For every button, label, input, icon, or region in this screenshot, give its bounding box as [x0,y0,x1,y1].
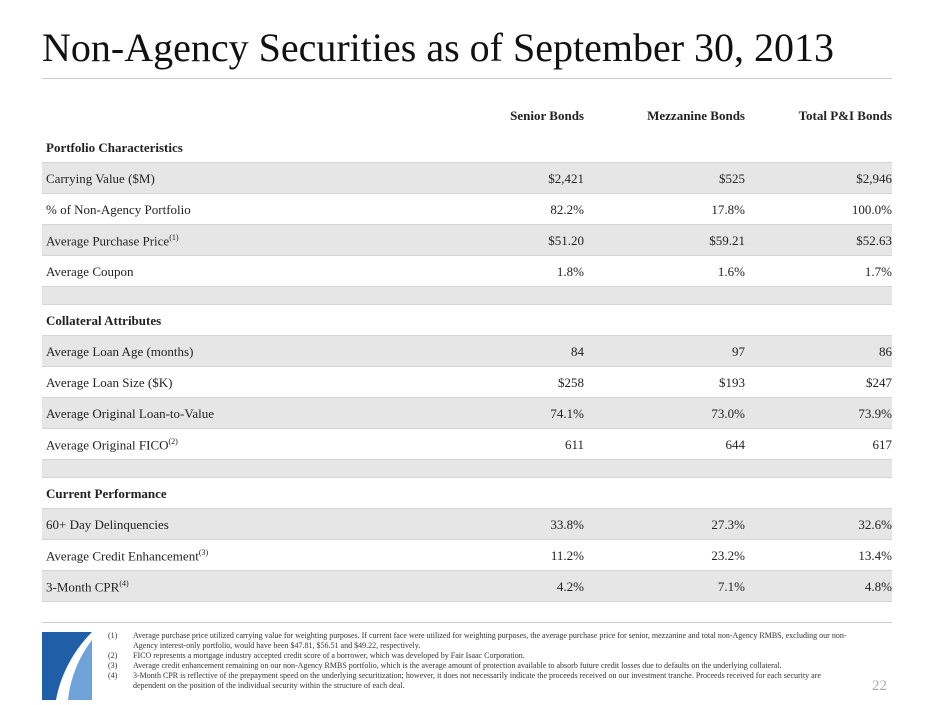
cell-value: 4.8% [864,579,892,594]
cell-value: 1.7% [864,264,892,279]
title-rule [42,78,892,79]
spacer-row [42,287,892,305]
cell-value: 100.0% [851,202,892,217]
cell-value: $193 [719,375,745,390]
row-label: % of Non-Agency Portfolio [46,202,191,218]
label-text: Average Coupon [46,264,134,279]
label-text: Average Credit Enhancement [46,548,199,564]
footnote-marker: (4) [108,671,118,680]
section-title: Collateral Attributes [46,313,162,328]
cell-value: $258 [558,375,584,390]
cell-value: $525 [719,171,745,186]
footnote-marker: (1) [108,631,118,640]
cell-value: $2,946 [856,171,892,186]
row-label: Average Original Loan-to-Value [46,406,214,422]
footnote-text: Average credit enhancement remaining on … [133,661,782,670]
cell-value: 7.1% [717,579,745,594]
page-number: 22 [872,678,887,694]
label-text: Average Original Loan-to-Value [46,406,214,421]
cell-value: 27.3% [711,517,745,532]
row-label: Average Loan Size ($K) [46,375,172,391]
data-row [42,571,892,602]
cell-value: 23.2% [711,548,745,563]
title: Non-Agency Securities as of September 30… [42,25,835,70]
cell-value: 82.2% [550,202,584,217]
cell-value: $52.63 [856,233,892,248]
row-label: 60+ Day Delinquencies [46,517,169,533]
label-text: % of Non-Agency Portfolio [46,202,191,217]
cell-value: 13.4% [858,548,892,563]
column-header: Mezzanine Bonds [647,108,745,123]
cell-value: 644 [725,437,746,452]
cell-value: 1.8% [556,264,584,279]
cell-value: 32.6% [858,517,892,532]
data-row [42,429,892,460]
row-label: Average Coupon [46,264,133,280]
cell-value: 33.8% [550,517,584,532]
data-row [42,398,892,429]
cell-value: 84 [571,344,584,359]
footnote-text: 3-Month CPR is reflective of the prepaym… [133,671,821,690]
cell-value: $59.21 [709,233,745,248]
footnote-rule [42,622,892,623]
cell-value: 611 [564,437,584,452]
cell-value: 73.0% [711,406,745,421]
label-text: Average Loan Size ($K) [46,375,173,390]
section-row [42,478,892,509]
data-row [42,509,892,540]
cell-value: $51.20 [548,233,584,248]
data-row [42,256,892,287]
logo [42,632,92,700]
label-text: Average Loan Age (months) [46,344,194,359]
data-row [42,540,892,571]
column-header: Senior Bonds [510,108,584,123]
cell-value: $247 [866,375,892,390]
section-row [42,305,892,336]
cell-value: 4.2% [556,579,584,594]
section-row [42,132,892,163]
data-row [42,194,892,225]
cell-value: 86 [879,344,892,359]
footnote-marker: (2) [108,651,118,660]
label-text: Carrying Value ($M) [46,171,155,186]
cell-value: 617 [872,437,893,452]
label-note: (4) [119,579,129,588]
row-label: Average Original FICO(2) [46,437,178,453]
footnote-text: FICO represents a mortgage industry acce… [133,651,525,660]
section-title: Current Performance [46,486,167,501]
cell-value: 1.6% [717,264,745,279]
data-row [42,336,892,367]
data-row [42,367,892,398]
label-text: Average Purchase Price [46,233,170,249]
row-label: Average Purchase Price(1) [46,233,179,249]
cell-value: 97 [732,344,745,359]
row-label: Carrying Value ($M) [46,171,155,187]
label-note: (2) [168,437,178,446]
row-label: Average Credit Enhancement(3) [46,548,208,564]
label-note: (3) [198,548,209,557]
cell-value: 11.2% [550,548,584,563]
cell-value: 17.8% [711,202,745,217]
label-text: 60+ Day Delinquencies [46,517,169,532]
label-text: 3-Month CPR [46,579,120,595]
cell-value: $2,421 [548,171,584,186]
row-label: Average Loan Age (months) [46,344,193,360]
section-title: Portfolio Characteristics [46,140,183,155]
footnote-marker: (3) [108,661,118,670]
label-note: (1) [169,233,179,242]
row-label: 3-Month CPR(4) [46,579,129,595]
spacer-row [42,460,892,478]
cell-value: 73.9% [858,406,892,421]
label-text: Average Original FICO [46,437,169,453]
footnote-text: Average purchase price utilized carrying… [133,631,847,650]
column-header: Total P&I Bonds [798,108,892,123]
cell-value: 74.1% [550,406,584,421]
data-row [42,163,892,194]
data-row [42,225,892,256]
